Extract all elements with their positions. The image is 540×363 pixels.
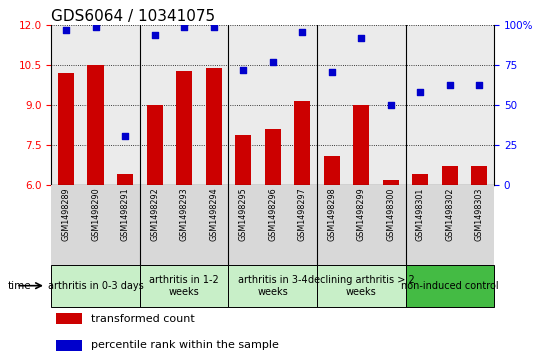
Bar bbox=[442, 167, 458, 185]
Bar bbox=[58, 73, 74, 185]
Point bbox=[387, 102, 395, 108]
Text: GDS6064 / 10341075: GDS6064 / 10341075 bbox=[51, 9, 215, 24]
Bar bbox=[140, 25, 170, 185]
Text: time: time bbox=[8, 281, 32, 291]
Text: declining arthritis > 2
weeks: declining arthritis > 2 weeks bbox=[308, 275, 415, 297]
Bar bbox=[287, 25, 317, 185]
Bar bbox=[406, 25, 435, 185]
Text: GSM1498302: GSM1498302 bbox=[446, 188, 454, 241]
Bar bbox=[51, 265, 140, 307]
Bar bbox=[323, 156, 340, 185]
Bar bbox=[353, 105, 369, 185]
Bar bbox=[435, 25, 464, 185]
Text: arthritis in 1-2
weeks: arthritis in 1-2 weeks bbox=[149, 275, 219, 297]
Point bbox=[416, 90, 424, 95]
Text: GSM1498290: GSM1498290 bbox=[91, 188, 100, 241]
Bar bbox=[206, 68, 222, 185]
Point bbox=[446, 82, 454, 87]
Text: GSM1498294: GSM1498294 bbox=[209, 188, 218, 241]
Point bbox=[62, 27, 70, 33]
Bar bbox=[294, 101, 310, 185]
Point bbox=[180, 24, 188, 30]
Bar bbox=[228, 25, 258, 185]
Point bbox=[475, 82, 484, 87]
Text: GSM1498289: GSM1498289 bbox=[62, 188, 71, 241]
Bar bbox=[176, 71, 192, 185]
Bar bbox=[146, 105, 163, 185]
Point bbox=[298, 29, 307, 35]
Text: GSM1498291: GSM1498291 bbox=[120, 188, 130, 241]
Bar bbox=[265, 129, 281, 185]
Bar bbox=[258, 25, 287, 185]
Bar bbox=[117, 175, 133, 185]
Bar bbox=[140, 265, 228, 307]
Bar bbox=[317, 25, 347, 185]
Text: GSM1498296: GSM1498296 bbox=[268, 188, 277, 241]
Text: GSM1498299: GSM1498299 bbox=[357, 188, 366, 241]
Text: GSM1498298: GSM1498298 bbox=[327, 188, 336, 241]
Point bbox=[121, 133, 130, 139]
Text: GSM1498300: GSM1498300 bbox=[386, 188, 395, 241]
Text: GSM1498297: GSM1498297 bbox=[298, 188, 307, 241]
Text: non-induced control: non-induced control bbox=[401, 281, 498, 291]
Bar bbox=[406, 265, 494, 307]
Bar bbox=[317, 265, 406, 307]
Bar bbox=[376, 25, 406, 185]
Point bbox=[91, 24, 100, 30]
Bar bbox=[235, 135, 251, 185]
Text: transformed count: transformed count bbox=[91, 314, 195, 324]
Point bbox=[210, 24, 218, 30]
Text: GSM1498292: GSM1498292 bbox=[150, 188, 159, 241]
Bar bbox=[228, 265, 317, 307]
Text: arthritis in 3-4
weeks: arthritis in 3-4 weeks bbox=[238, 275, 307, 297]
Bar bbox=[51, 25, 81, 185]
Bar bbox=[56, 340, 82, 351]
Bar bbox=[383, 180, 399, 185]
Bar bbox=[87, 65, 104, 185]
Text: GSM1498295: GSM1498295 bbox=[239, 188, 248, 241]
Point bbox=[268, 59, 277, 65]
Point bbox=[327, 69, 336, 75]
Bar bbox=[412, 175, 428, 185]
Bar bbox=[347, 25, 376, 185]
Point bbox=[150, 32, 159, 38]
Text: GSM1498293: GSM1498293 bbox=[180, 188, 188, 241]
Bar bbox=[471, 167, 488, 185]
Text: arthritis in 0-3 days: arthritis in 0-3 days bbox=[48, 281, 144, 291]
Bar bbox=[464, 25, 494, 185]
Point bbox=[239, 67, 247, 73]
Bar bbox=[56, 313, 82, 324]
Bar bbox=[81, 25, 110, 185]
Bar bbox=[199, 25, 228, 185]
Bar bbox=[110, 25, 140, 185]
Text: GSM1498301: GSM1498301 bbox=[416, 188, 425, 241]
Text: GSM1498303: GSM1498303 bbox=[475, 188, 484, 241]
Text: percentile rank within the sample: percentile rank within the sample bbox=[91, 340, 279, 350]
Bar bbox=[170, 25, 199, 185]
Point bbox=[357, 35, 366, 41]
